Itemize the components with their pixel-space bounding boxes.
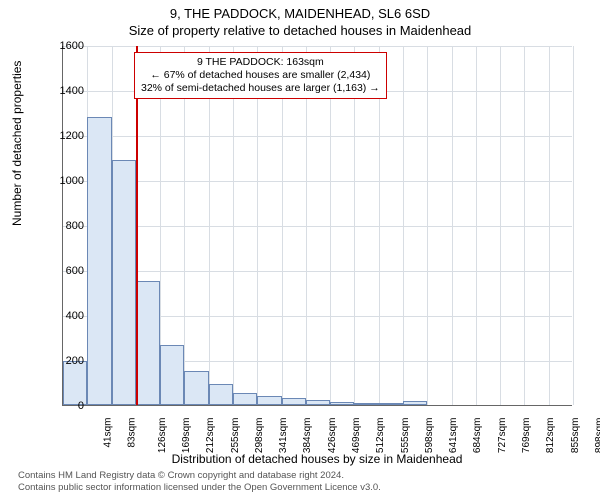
- gridline-vertical: [282, 46, 283, 405]
- y-axis-label: Number of detached properties: [10, 61, 24, 226]
- histogram-bar: [257, 396, 281, 405]
- histogram-bar: [354, 403, 378, 405]
- gridline-horizontal: [63, 46, 572, 47]
- y-tick-label: 400: [44, 310, 84, 322]
- y-tick-label: 1200: [44, 130, 84, 142]
- gridline-vertical: [403, 46, 404, 405]
- histogram-bar: [403, 401, 427, 406]
- annotation-line: ← 67% of detached houses are smaller (2,…: [141, 69, 380, 82]
- gridline-vertical: [476, 46, 477, 405]
- x-tick-label: 384sqm: [303, 418, 314, 454]
- annotation-line: 9 THE PADDOCK: 163sqm: [141, 56, 380, 69]
- footer: Contains HM Land Registry data © Crown c…: [18, 470, 381, 494]
- x-tick-label: 684sqm: [473, 418, 484, 454]
- gridline-vertical: [306, 46, 307, 405]
- gridline-vertical: [184, 46, 185, 405]
- x-tick-label: 898sqm: [594, 418, 600, 454]
- histogram-bar: [379, 403, 403, 405]
- gridline-vertical: [427, 46, 428, 405]
- histogram-bar: [63, 361, 87, 405]
- x-tick-label: 126sqm: [157, 418, 168, 454]
- histogram-bar: [282, 398, 306, 405]
- gridline-vertical: [379, 46, 380, 405]
- histogram-bar: [233, 393, 257, 405]
- x-tick-label: 298sqm: [254, 418, 265, 454]
- x-tick-label: 212sqm: [205, 418, 216, 454]
- gridline-vertical: [524, 46, 525, 405]
- y-tick-label: 0: [44, 400, 84, 412]
- histogram-bar: [136, 281, 160, 405]
- gridline-vertical: [330, 46, 331, 405]
- x-tick-label: 727sqm: [497, 418, 508, 454]
- gridline-horizontal: [63, 271, 572, 272]
- x-tick-label: 469sqm: [351, 418, 362, 454]
- gridline-vertical: [233, 46, 234, 405]
- x-tick-label: 641sqm: [448, 418, 459, 454]
- histogram-bar: [330, 402, 354, 405]
- x-tick-label: 769sqm: [521, 418, 532, 454]
- y-tick-label: 200: [44, 355, 84, 367]
- histogram-chart: 9 THE PADDOCK: 163sqm ← 67% of detached …: [62, 46, 572, 406]
- y-tick-label: 1000: [44, 175, 84, 187]
- annotation-box: 9 THE PADDOCK: 163sqm ← 67% of detached …: [134, 52, 387, 99]
- x-tick-label: 855sqm: [570, 418, 581, 454]
- x-tick-label: 41sqm: [103, 418, 114, 448]
- gridline-vertical: [549, 46, 550, 405]
- gridline-vertical: [354, 46, 355, 405]
- y-tick-label: 1400: [44, 85, 84, 97]
- gridline-vertical: [209, 46, 210, 405]
- x-tick-label: 426sqm: [327, 418, 338, 454]
- histogram-bar: [184, 371, 208, 405]
- x-tick-label: 169sqm: [181, 418, 192, 454]
- footer-line: Contains public sector information licen…: [18, 482, 381, 494]
- plot-area: [62, 46, 572, 406]
- gridline-vertical: [573, 46, 574, 405]
- header: 9, THE PADDOCK, MAIDENHEAD, SL6 6SD Size…: [0, 0, 600, 38]
- y-tick-label: 600: [44, 265, 84, 277]
- address-line: 9, THE PADDOCK, MAIDENHEAD, SL6 6SD: [0, 0, 600, 21]
- x-tick-label: 555sqm: [400, 418, 411, 454]
- gridline-vertical: [500, 46, 501, 405]
- x-tick-label: 341sqm: [278, 418, 289, 454]
- x-tick-label: 812sqm: [545, 418, 556, 454]
- histogram-bar: [209, 384, 233, 405]
- y-tick-label: 800: [44, 220, 84, 232]
- gridline-horizontal: [63, 181, 572, 182]
- x-axis-label: Distribution of detached houses by size …: [62, 452, 572, 466]
- annotation-line: 32% of semi-detached houses are larger (…: [141, 82, 380, 95]
- marker-line: [136, 46, 138, 405]
- histogram-bar: [160, 345, 184, 405]
- histogram-bar: [87, 117, 111, 405]
- y-tick-label: 1600: [44, 40, 84, 52]
- gridline-horizontal: [63, 136, 572, 137]
- histogram-bar: [306, 400, 330, 405]
- x-tick-label: 83sqm: [127, 418, 138, 448]
- gridline-horizontal: [63, 226, 572, 227]
- gridline-vertical: [257, 46, 258, 405]
- histogram-bar: [112, 160, 136, 405]
- subtitle: Size of property relative to detached ho…: [0, 21, 600, 38]
- x-tick-label: 598sqm: [424, 418, 435, 454]
- gridline-vertical: [452, 46, 453, 405]
- x-tick-label: 512sqm: [375, 418, 386, 454]
- footer-line: Contains HM Land Registry data © Crown c…: [18, 470, 381, 482]
- x-tick-label: 255sqm: [230, 418, 241, 454]
